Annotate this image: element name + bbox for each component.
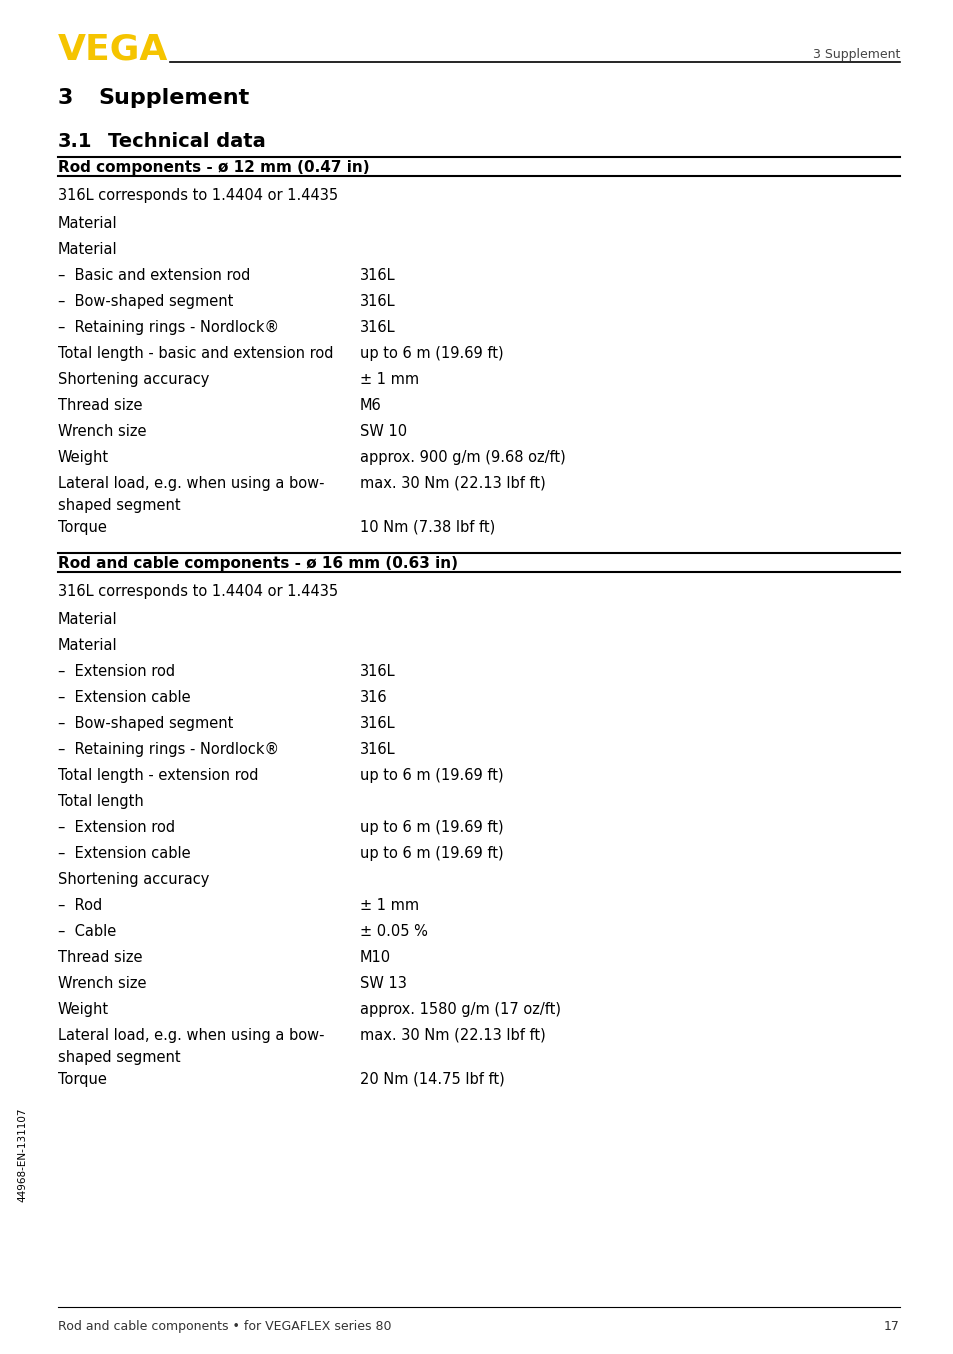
Text: max. 30 Nm (22.13 lbf ft): max. 30 Nm (22.13 lbf ft) xyxy=(359,1028,545,1043)
Text: Wrench size: Wrench size xyxy=(58,976,147,991)
Text: Thread size: Thread size xyxy=(58,951,142,965)
Text: 3 Supplement: 3 Supplement xyxy=(812,47,899,61)
Text: Total length - extension rod: Total length - extension rod xyxy=(58,768,258,783)
Text: Total length: Total length xyxy=(58,793,144,808)
Text: –  Retaining rings - Nordlock®: – Retaining rings - Nordlock® xyxy=(58,742,279,757)
Text: Material: Material xyxy=(58,217,117,232)
Text: –  Extension rod: – Extension rod xyxy=(58,821,175,835)
Text: –  Extension rod: – Extension rod xyxy=(58,663,175,678)
Text: Supplement: Supplement xyxy=(98,88,249,108)
Text: Shortening accuracy: Shortening accuracy xyxy=(58,372,209,387)
Text: Rod and cable components • for VEGAFLEX series 80: Rod and cable components • for VEGAFLEX … xyxy=(58,1320,391,1332)
Text: Total length - basic and extension rod: Total length - basic and extension rod xyxy=(58,347,334,362)
Text: Rod and cable components - ø 16 mm (0.63 in): Rod and cable components - ø 16 mm (0.63… xyxy=(58,556,457,571)
Text: Wrench size: Wrench size xyxy=(58,424,147,439)
Text: 17: 17 xyxy=(883,1320,899,1332)
Text: up to 6 m (19.69 ft): up to 6 m (19.69 ft) xyxy=(359,768,503,783)
Text: 316L corresponds to 1.4404 or 1.4435: 316L corresponds to 1.4404 or 1.4435 xyxy=(58,584,337,598)
Text: SW 10: SW 10 xyxy=(359,424,407,439)
Text: Torque: Torque xyxy=(58,520,107,535)
Text: 316: 316 xyxy=(359,691,387,705)
Text: 316L: 316L xyxy=(359,320,395,334)
Text: 316L: 316L xyxy=(359,716,395,731)
Text: Torque: Torque xyxy=(58,1072,107,1087)
Text: –  Basic and extension rod: – Basic and extension rod xyxy=(58,268,250,283)
Text: up to 6 m (19.69 ft): up to 6 m (19.69 ft) xyxy=(359,846,503,861)
Text: 20 Nm (14.75 lbf ft): 20 Nm (14.75 lbf ft) xyxy=(359,1072,504,1087)
Text: –  Bow-shaped segment: – Bow-shaped segment xyxy=(58,716,233,731)
Text: Rod components - ø 12 mm (0.47 in): Rod components - ø 12 mm (0.47 in) xyxy=(58,160,369,175)
Text: up to 6 m (19.69 ft): up to 6 m (19.69 ft) xyxy=(359,347,503,362)
Text: Lateral load, e.g. when using a bow-: Lateral load, e.g. when using a bow- xyxy=(58,1028,324,1043)
Text: VEGA: VEGA xyxy=(58,32,168,66)
Text: M6: M6 xyxy=(359,398,381,413)
Text: 316L: 316L xyxy=(359,294,395,309)
Text: 316L: 316L xyxy=(359,742,395,757)
Text: Lateral load, e.g. when using a bow-: Lateral load, e.g. when using a bow- xyxy=(58,477,324,492)
Text: Material: Material xyxy=(58,242,117,257)
Text: Thread size: Thread size xyxy=(58,398,142,413)
Text: M10: M10 xyxy=(359,951,391,965)
Text: 316L corresponds to 1.4404 or 1.4435: 316L corresponds to 1.4404 or 1.4435 xyxy=(58,188,337,203)
Text: 316L: 316L xyxy=(359,268,395,283)
Text: Shortening accuracy: Shortening accuracy xyxy=(58,872,209,887)
Text: –  Rod: – Rod xyxy=(58,898,102,913)
Text: Weight: Weight xyxy=(58,1002,109,1017)
Text: 44968-EN-131107: 44968-EN-131107 xyxy=(17,1108,27,1202)
Text: ± 1 mm: ± 1 mm xyxy=(359,898,418,913)
Text: approx. 900 g/m (9.68 oz/ft): approx. 900 g/m (9.68 oz/ft) xyxy=(359,450,565,464)
Text: Weight: Weight xyxy=(58,450,109,464)
Text: –  Extension cable: – Extension cable xyxy=(58,846,191,861)
Text: 10 Nm (7.38 lbf ft): 10 Nm (7.38 lbf ft) xyxy=(359,520,495,535)
Text: Material: Material xyxy=(58,612,117,627)
Text: shaped segment: shaped segment xyxy=(58,498,180,513)
Text: –  Extension cable: – Extension cable xyxy=(58,691,191,705)
Text: 3: 3 xyxy=(58,88,73,108)
Text: ± 1 mm: ± 1 mm xyxy=(359,372,418,387)
Text: up to 6 m (19.69 ft): up to 6 m (19.69 ft) xyxy=(359,821,503,835)
Text: ± 0.05 %: ± 0.05 % xyxy=(359,923,428,940)
Text: –  Cable: – Cable xyxy=(58,923,116,940)
Text: –  Bow-shaped segment: – Bow-shaped segment xyxy=(58,294,233,309)
Text: shaped segment: shaped segment xyxy=(58,1049,180,1066)
Text: –  Retaining rings - Nordlock®: – Retaining rings - Nordlock® xyxy=(58,320,279,334)
Text: Technical data: Technical data xyxy=(108,131,266,152)
Text: 316L: 316L xyxy=(359,663,395,678)
Text: 3.1: 3.1 xyxy=(58,131,92,152)
Text: Material: Material xyxy=(58,638,117,653)
Text: SW 13: SW 13 xyxy=(359,976,406,991)
Text: max. 30 Nm (22.13 lbf ft): max. 30 Nm (22.13 lbf ft) xyxy=(359,477,545,492)
Text: approx. 1580 g/m (17 oz/ft): approx. 1580 g/m (17 oz/ft) xyxy=(359,1002,560,1017)
